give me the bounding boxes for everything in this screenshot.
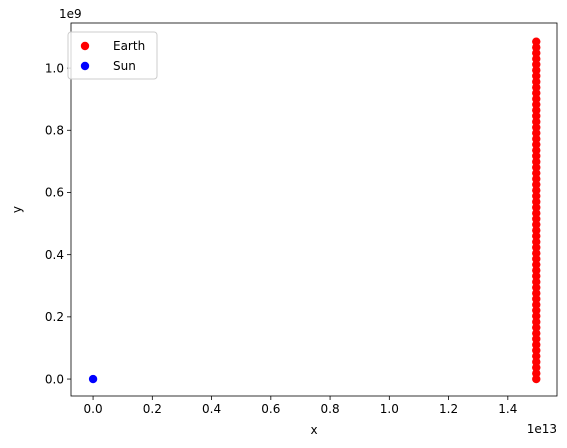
- earth-point: [532, 37, 541, 46]
- x-tick-label: 0.6: [261, 402, 280, 416]
- axes-frame: [70, 22, 558, 397]
- y-tick-label: 0.0: [45, 372, 64, 386]
- plot-area: [88, 37, 541, 384]
- x-tick-label: 1.0: [380, 402, 399, 416]
- legend-entry-sun: Sun: [80, 59, 136, 73]
- x-tick-label: 0.4: [202, 402, 221, 416]
- x-tick-label: 1.4: [498, 402, 517, 416]
- x-tick-label: 1.2: [439, 402, 458, 416]
- legend-label-sun: Sun: [113, 59, 136, 73]
- sun-point: [88, 374, 98, 384]
- y-tick-label: 1.0: [45, 61, 64, 75]
- legend: Earth Sun: [67, 31, 158, 80]
- y-tick-label: 0.2: [45, 310, 64, 324]
- x-axis-label: x: [310, 423, 317, 437]
- legend-entry-earth: Earth: [80, 39, 145, 53]
- legend-marker-earth: [80, 41, 90, 51]
- y-tick-label: 0.8: [45, 123, 64, 137]
- legend-box: [67, 31, 158, 80]
- x-axis-ticks: 0.0 0.2 0.4 0.6 0.8 1.0 1.2 1.4: [84, 396, 517, 416]
- y-axis-offset-text: 1e9: [59, 7, 82, 21]
- x-axis-offset-text: 1e13: [527, 422, 557, 436]
- legend-marker-sun: [80, 61, 90, 71]
- y-axis-label: y: [10, 206, 24, 213]
- y-tick-label: 0.6: [45, 186, 64, 200]
- x-tick-label: 0.0: [84, 402, 103, 416]
- legend-label-earth: Earth: [113, 39, 145, 53]
- x-tick-label: 0.8: [321, 402, 340, 416]
- y-tick-label: 0.4: [45, 248, 64, 262]
- y-axis-ticks: 0.0 0.2 0.4 0.6 0.8 1.0: [45, 61, 71, 386]
- x-tick-label: 0.2: [143, 402, 162, 416]
